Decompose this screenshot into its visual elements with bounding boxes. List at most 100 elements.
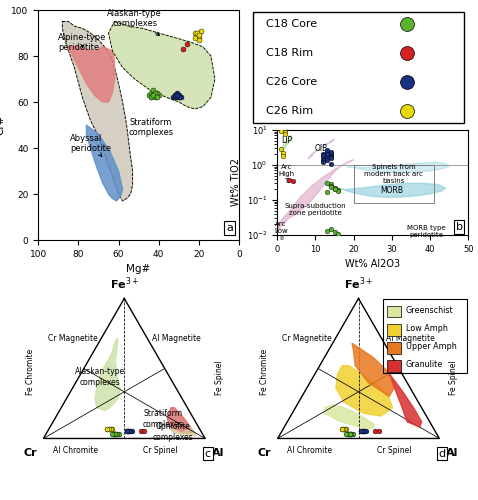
Point [341,424,348,432]
Point [327,151,335,159]
Point [141,428,148,436]
X-axis label: Mg#: Mg# [127,264,151,274]
Point [319,150,327,158]
Point [327,149,335,157]
Text: Cr Spinel: Cr Spinel [377,446,411,455]
Point [103,424,111,432]
Text: Al: Al [212,448,224,458]
Text: b: b [456,222,463,232]
Polygon shape [277,160,354,229]
Text: Spinels from
modern back arc
basins: Spinels from modern back arc basins [364,164,424,184]
Point [123,428,130,436]
Text: Fe$^{3+}$: Fe$^{3+}$ [109,276,139,292]
Point [175,91,183,99]
Polygon shape [325,405,375,428]
Point [346,430,353,438]
Point [327,182,335,190]
Point [360,428,368,436]
Point [153,89,161,97]
Point [279,152,287,160]
Point [110,430,118,438]
Point [339,424,347,432]
Point [403,20,411,28]
Point [335,187,342,195]
Point [323,188,331,196]
Point [285,176,293,184]
Point [110,430,118,438]
Point [151,94,159,102]
Point [348,430,355,438]
Point [277,128,285,136]
Point [197,26,205,34]
Point [111,430,119,438]
Text: Alaskan-type
complexes: Alaskan-type complexes [75,368,125,386]
Point [153,94,161,102]
Point [115,430,122,438]
Point [357,428,365,436]
Point [337,424,345,432]
Point [403,106,411,114]
Point [110,430,118,438]
Point [337,424,345,432]
Point [360,428,368,436]
Point [171,91,179,99]
Point [149,91,156,99]
Polygon shape [62,22,132,201]
Y-axis label: Cr#: Cr# [0,115,6,135]
Point [105,424,113,432]
Text: Al Chromite: Al Chromite [287,446,333,455]
Point [358,428,366,436]
Point [111,430,119,438]
Point [348,430,355,438]
Point [124,428,132,436]
Point [327,184,335,192]
Point [335,186,342,194]
Point [323,156,331,164]
Point [323,148,331,156]
Point [177,94,185,102]
Polygon shape [352,344,394,396]
Text: Al Magnetite: Al Magnetite [152,334,200,344]
Text: Supra-subduction
zone peridotite: Supra-subduction zone peridotite [285,202,346,215]
Point [175,94,183,102]
Point [147,89,154,97]
Point [107,424,114,432]
Point [358,428,366,436]
Point [344,430,352,438]
Text: d: d [438,448,445,458]
Point [138,428,145,436]
Text: Alpine-type
peridotite: Alpine-type peridotite [58,33,107,52]
Point [113,430,121,438]
Point [171,91,179,99]
Point [331,228,338,236]
Point [124,428,132,436]
Text: Stratiform
complexes: Stratiform complexes [128,118,173,138]
Text: Upper Amph: Upper Amph [406,342,456,351]
Point [126,428,134,436]
Point [195,32,203,40]
Point [123,428,130,436]
Point [151,91,159,99]
Point [173,91,181,99]
Point [323,227,331,235]
Point [173,91,181,99]
Point [151,89,159,97]
Point [319,155,327,163]
Point [346,430,353,438]
Bar [387,324,402,336]
Point [113,430,121,438]
Point [126,428,134,436]
Point [126,428,134,436]
Point [169,94,176,102]
Point [341,424,348,432]
Point [111,430,119,438]
Point [327,153,335,161]
Text: C26 Core: C26 Core [266,77,317,87]
Point [281,130,289,138]
Point [319,157,327,165]
Text: Al: Al [446,448,458,458]
Point [123,428,130,436]
Point [331,186,338,194]
Point [105,424,113,432]
Point [109,424,116,432]
